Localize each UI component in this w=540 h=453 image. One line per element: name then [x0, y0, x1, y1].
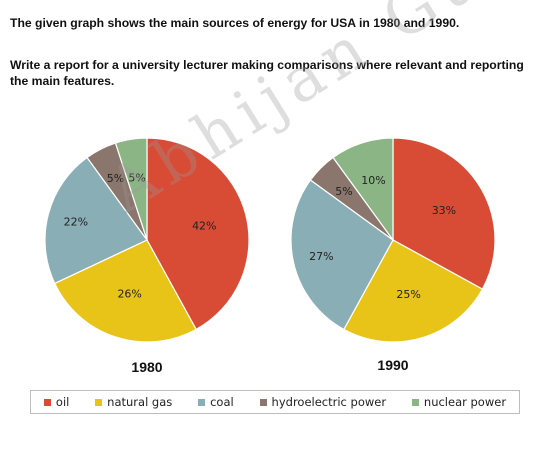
data-label-oil-1990: 33%	[432, 204, 456, 217]
legend-swatch	[259, 398, 267, 406]
data-label-hydroelectric-power-1980: 5%	[107, 172, 124, 185]
data-label-natural-gas-1980: 26%	[117, 287, 141, 300]
slice-coal-1980	[44, 156, 148, 285]
slice-natural-gas-1990	[343, 239, 484, 343]
legend-swatch	[198, 398, 206, 406]
legend-label: hydroelectric power	[271, 395, 387, 409]
legend: oil natural gas coal hydroelectric power nuc…	[30, 390, 520, 414]
slice-oil-1990	[392, 137, 496, 290]
data-label-hydroelectric-power-1990: 5%	[335, 185, 352, 198]
legend-item-oil: oil	[43, 395, 70, 409]
legend-item-nuclear-power: nuclear power	[411, 395, 507, 409]
chart-label-1980: 1980	[131, 359, 162, 375]
question-line-1: The given graph shows the main sources o…	[10, 16, 460, 30]
slice-nuclear-power-1980	[114, 137, 148, 241]
data-label-coal-1980: 22%	[64, 216, 88, 229]
legend-label: coal	[210, 395, 234, 409]
chart-label-1990: 1990	[377, 357, 408, 373]
data-label-coal-1990: 27%	[309, 250, 333, 263]
legend-label: oil	[55, 395, 70, 409]
slice-nuclear-power-1990	[332, 137, 394, 242]
data-label-oil-1980: 42%	[192, 219, 216, 232]
data-label-nuclear-power-1980: 5%	[128, 172, 145, 185]
legend-item-natural-gas: natural gas	[95, 395, 172, 409]
slice-oil-1980	[146, 137, 250, 331]
legend-label: nuclear power	[423, 395, 507, 409]
slice-coal-1990	[290, 179, 394, 331]
slice-natural-gas-1980	[53, 239, 197, 343]
legend-item-coal: coal	[198, 395, 234, 409]
question-line-2: Write a report for a university lecturer…	[10, 58, 524, 88]
legend-label: natural gas	[107, 395, 173, 409]
data-label-natural-gas-1990: 25%	[396, 288, 420, 301]
pie-1980: 42% 26% 22% 5% 5%	[44, 137, 250, 343]
legend-item-hydroelectric-power: hydroelectric power	[259, 395, 387, 409]
data-label-nuclear-power-1990: 10%	[361, 174, 385, 187]
legend-swatch	[95, 398, 103, 406]
pie-1990: 33% 25% 27% 5% 10%	[290, 137, 496, 343]
legend-swatch	[411, 398, 419, 406]
legend-swatch	[43, 398, 51, 406]
